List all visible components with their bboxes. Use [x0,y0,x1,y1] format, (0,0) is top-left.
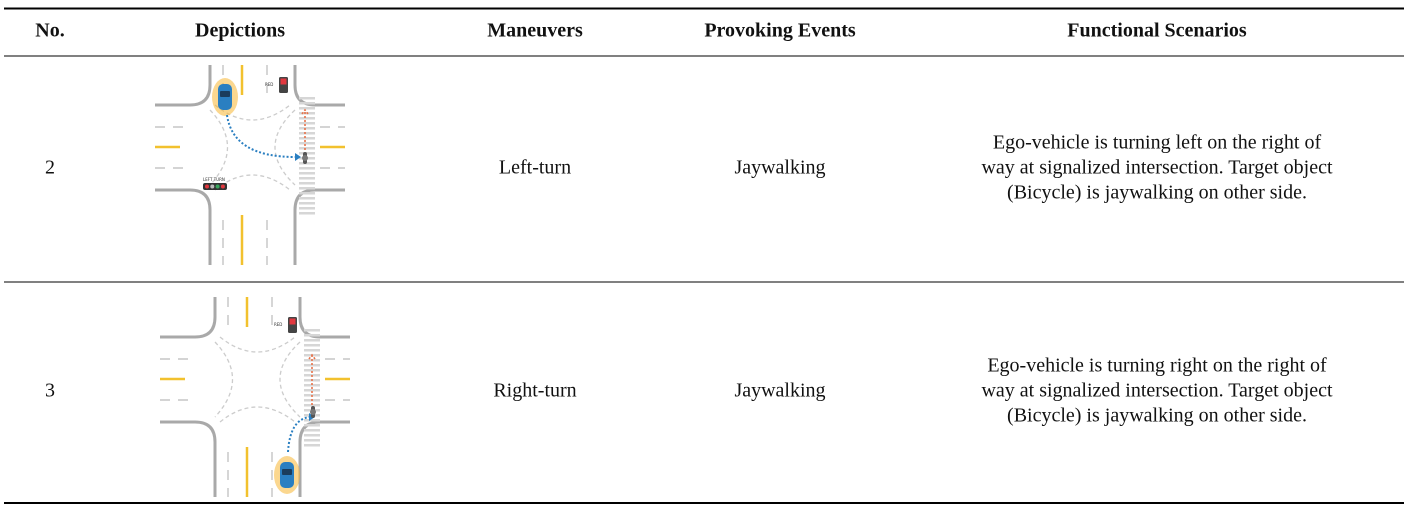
scenario-line: (Bicycle) is jaywalking on other side. [1007,405,1307,427]
crosswalk-stripe [299,212,315,215]
car-window [282,469,292,475]
signal-lamp [215,184,220,189]
depiction: RED [160,297,350,497]
curb [293,65,345,107]
maneuver: Right-turn [493,380,576,402]
crosswalk-stripe [304,384,320,387]
signal-red [289,318,296,325]
crosswalk-stripe [299,97,315,100]
guide-curve [274,109,296,186]
guide-curve [219,406,296,423]
crosswalk-stripe [304,419,320,422]
guide-curve [209,109,229,186]
signal-label: LEFT TURN [203,177,225,182]
depiction: RED LEFT TURN [155,65,345,265]
bicycle-path [301,108,309,150]
car-window [220,91,230,97]
guide-curve [279,341,301,418]
curb [293,188,345,265]
crosswalk-stripe [299,122,315,125]
provoking-event: Jaywalking [734,380,825,402]
crosswalk-stripe [299,162,315,165]
crosswalk-stripe [304,444,320,447]
column-header: Functional Scenarios [1067,20,1247,42]
curb [155,65,212,107]
guide-curve [219,336,296,353]
row-number: 2 [45,157,55,179]
crosswalk-stripe [299,137,315,140]
crosswalk-stripe [304,389,320,392]
crosswalk-stripe [304,424,320,427]
crosswalk-stripe [304,434,320,437]
crosswalk-stripe [299,167,315,170]
ego-path [226,114,296,158]
curb [160,420,217,497]
column-header: No. [35,20,64,42]
crosswalk-stripe [299,207,315,210]
crosswalk-stripe [304,334,320,337]
crosswalk-stripe [299,127,315,130]
bicycle-rider [310,409,316,415]
scenario-line: Ego-vehicle is turning left on the right… [993,132,1322,154]
scenario-line: (Bicycle) is jaywalking on other side. [1007,182,1307,204]
crosswalk-stripe [299,117,315,120]
crosswalk-stripe [299,187,315,190]
maneuver: Left-turn [499,157,571,179]
guide-curve [214,341,234,418]
curb [160,297,217,339]
left-turn-signal [203,183,227,190]
crosswalk-stripe [299,102,315,105]
column-header: Maneuvers [487,20,583,42]
crosswalk-stripe [304,364,320,367]
crosswalk-stripe [299,202,315,205]
scenario-line: Ego-vehicle is turning right on the righ… [987,355,1327,377]
crosswalk-stripe [299,132,315,135]
bicycle-path [308,353,316,405]
signal-label: RED [274,322,282,327]
ego-arrowhead [295,153,301,161]
column-header: Depictions [195,20,285,42]
scenario-line: way at signalized intersection. Target o… [981,380,1333,402]
signal-label: RED [265,82,273,87]
crosswalk-stripe [304,429,320,432]
crosswalk-stripe [299,147,315,150]
crosswalk-stripe [304,404,320,407]
ego-path [287,416,311,453]
curb [298,420,350,497]
signal-lamp [220,184,225,189]
curb [298,297,350,339]
column-header: Provoking Events [704,20,856,42]
crosswalk-stripe [304,369,320,372]
crosswalk-stripe [299,192,315,195]
crosswalk-stripe [304,349,320,352]
crosswalk-stripe [299,172,315,175]
row-number: 3 [45,380,55,402]
crosswalk-stripe [299,142,315,145]
crosswalk-stripe [299,152,315,155]
curb [155,188,212,265]
signal-red [280,78,287,85]
bicycle-rider [302,155,308,161]
signal-lamp [210,184,215,189]
crosswalk-stripe [299,107,315,110]
crosswalk-stripe [299,197,315,200]
crosswalk-stripe [299,182,315,185]
crosswalk-stripe [299,177,315,180]
scenario-line: way at signalized intersection. Target o… [981,157,1333,179]
crosswalk-stripe [304,339,320,342]
crosswalk-stripe [304,344,320,347]
crosswalk-stripe [304,329,320,332]
crosswalk-stripe [304,439,320,442]
signal-lamp [205,184,209,189]
provoking-event: Jaywalking [734,157,825,179]
